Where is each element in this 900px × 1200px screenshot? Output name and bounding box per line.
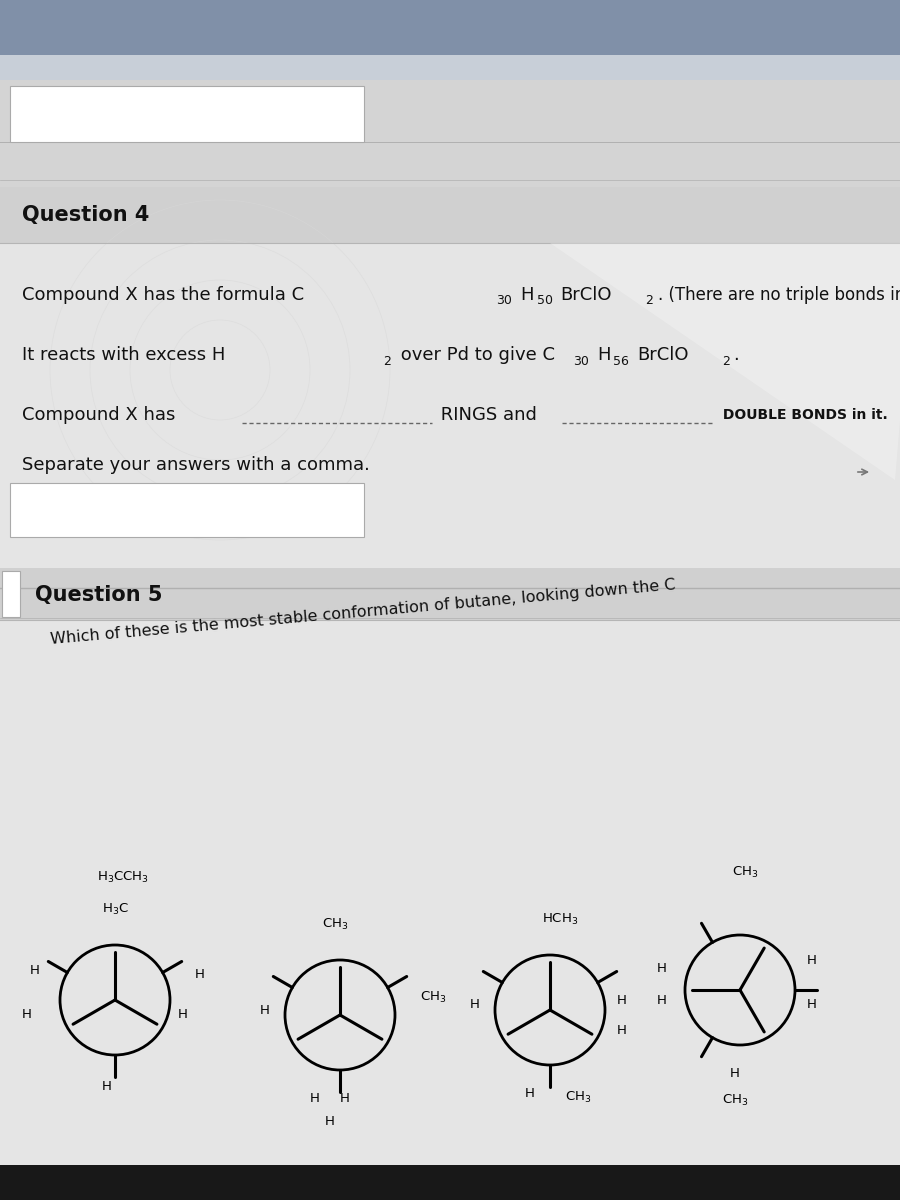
Text: H: H: [657, 961, 667, 974]
Text: . (There are no triple bonds in X.): . (There are no triple bonds in X.): [658, 286, 900, 304]
Text: CH$_3$: CH$_3$: [565, 1090, 591, 1105]
Text: H: H: [340, 1092, 350, 1105]
Text: H: H: [102, 1080, 112, 1093]
Text: CH$_3$: CH$_3$: [322, 917, 348, 932]
FancyBboxPatch shape: [0, 242, 900, 590]
FancyBboxPatch shape: [10, 482, 364, 536]
FancyBboxPatch shape: [0, 0, 900, 55]
Text: H: H: [617, 1024, 627, 1037]
Text: H: H: [807, 954, 817, 966]
Text: 56: 56: [613, 354, 629, 367]
Text: Compound X has: Compound X has: [22, 406, 176, 424]
Text: CH$_3$: CH$_3$: [420, 990, 446, 1004]
Text: CH$_3$: CH$_3$: [722, 1093, 748, 1108]
Text: 2: 2: [383, 354, 391, 367]
Text: H: H: [807, 998, 817, 1012]
Text: H: H: [520, 286, 534, 304]
FancyBboxPatch shape: [2, 571, 20, 617]
FancyBboxPatch shape: [0, 568, 900, 620]
Text: H: H: [22, 1008, 32, 1021]
Text: 30: 30: [496, 294, 512, 307]
Polygon shape: [550, 242, 900, 480]
Text: H: H: [470, 998, 480, 1012]
Text: .: .: [733, 346, 739, 364]
Text: CH$_3$: CH$_3$: [732, 865, 758, 880]
Text: H: H: [730, 1067, 740, 1080]
Text: H: H: [195, 968, 205, 982]
FancyBboxPatch shape: [0, 1165, 900, 1200]
Text: Compound X has the formula C: Compound X has the formula C: [22, 286, 304, 304]
Text: H: H: [597, 346, 610, 364]
Text: H: H: [525, 1087, 535, 1100]
FancyBboxPatch shape: [10, 86, 364, 142]
Text: BrClO: BrClO: [637, 346, 688, 364]
Text: 30: 30: [573, 354, 589, 367]
Text: 2: 2: [722, 354, 730, 367]
Text: H: H: [325, 1115, 335, 1128]
FancyBboxPatch shape: [0, 80, 900, 1200]
Text: HCH$_3$: HCH$_3$: [542, 912, 578, 926]
Text: Question 5: Question 5: [35, 584, 163, 605]
Text: H: H: [260, 1003, 270, 1016]
Text: H$_3$CCH$_3$: H$_3$CCH$_3$: [97, 870, 149, 886]
Text: 50: 50: [537, 294, 553, 307]
Text: Question 4: Question 4: [22, 205, 149, 226]
Text: RINGS and: RINGS and: [435, 406, 537, 424]
Text: BrClO: BrClO: [560, 286, 611, 304]
FancyBboxPatch shape: [0, 55, 900, 80]
Text: Separate your answers with a comma.: Separate your answers with a comma.: [22, 456, 370, 474]
FancyBboxPatch shape: [0, 620, 900, 1200]
Text: It reacts with excess H: It reacts with excess H: [22, 346, 225, 364]
Text: H: H: [617, 994, 627, 1007]
Text: H: H: [30, 964, 40, 977]
Text: H: H: [178, 1008, 188, 1021]
Text: DOUBLE BONDS in it.: DOUBLE BONDS in it.: [718, 408, 887, 422]
Text: H: H: [657, 994, 667, 1007]
Text: over Pd to give C: over Pd to give C: [395, 346, 555, 364]
Text: H$_3$C: H$_3$C: [102, 902, 129, 917]
FancyBboxPatch shape: [0, 187, 900, 242]
Text: 2: 2: [645, 294, 652, 307]
Text: Which of these is the most stable conformation of butane, looking down the C: Which of these is the most stable confor…: [50, 578, 676, 648]
Text: H: H: [310, 1092, 320, 1105]
